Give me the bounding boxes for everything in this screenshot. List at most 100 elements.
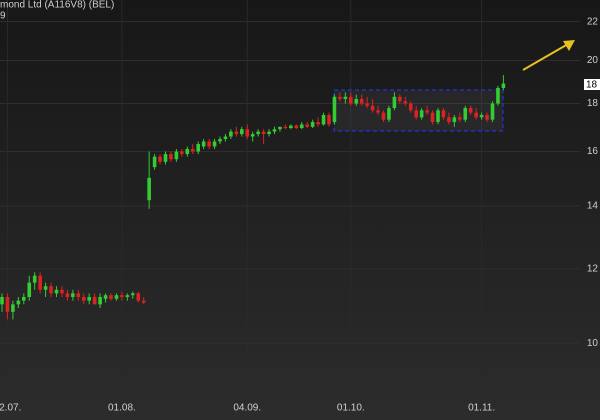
arrow-head [563,40,575,51]
candle-body [354,98,359,104]
candle-body [419,110,424,118]
candle-body [359,98,364,104]
candle-body [496,87,500,104]
candle-body [321,114,326,125]
candle-body [452,117,457,123]
candle-body [109,295,113,299]
candle-body [125,295,130,297]
candle-body [430,112,435,123]
candle-body [387,108,391,120]
candle-body [147,177,151,201]
candle-body [381,112,386,120]
y-tick-label: 18 [587,98,599,109]
candle-body [240,129,244,135]
y-tick-label: 22 [587,16,599,27]
candle-body [212,141,217,147]
candle-body [71,293,75,297]
candle-body [261,131,266,135]
candle-body [32,275,37,283]
candle-body [27,282,32,297]
x-tick-label: 02.07. [0,403,21,414]
trend-arrow [522,43,569,71]
candle-body [60,289,64,294]
candle-body [87,296,91,301]
candle-body [158,156,162,162]
candle-body [338,96,342,99]
candle-body [408,103,413,111]
candle-body [81,296,86,301]
range-box [333,89,504,132]
candle-body [190,148,195,152]
candle-body [436,110,440,123]
candle-body [310,122,315,127]
candle-body [234,131,239,135]
candle-body [16,300,21,305]
candle-body [327,114,331,125]
candle-body [196,143,200,152]
price-tag-label: 18 [586,80,598,91]
candle-body [38,275,42,290]
x-tick-label: 01.08. [108,403,136,414]
chart-title: mond Ltd (A116V8) (BEL) [0,0,114,11]
candle-body [22,296,26,301]
candle-body [250,134,255,137]
candle-body [169,154,173,160]
candle-body [223,136,228,139]
candle-body [136,293,141,301]
candle-body [180,151,184,155]
price-tag [584,79,600,90]
candle-body [114,295,119,299]
candle-body [141,300,146,303]
candle-body [65,293,70,297]
candle-body [343,96,348,99]
candle-body [218,138,222,142]
candle-body [365,103,369,106]
candle-body [152,156,157,168]
candle-body [349,96,353,104]
candle-body [289,125,293,129]
candle-body [316,122,320,125]
candle-body [92,296,97,305]
candle-body [256,131,260,135]
candle-body [163,154,168,162]
candle-body [76,293,81,297]
candle-body [414,110,418,118]
candle-body [120,295,124,297]
candle-body [370,105,375,111]
candle-body [283,126,288,129]
y-tick-label: 10 [587,338,599,349]
y-tick-label: 12 [587,263,599,274]
candle-body [490,103,495,120]
candle-body [11,304,15,312]
candle-body [441,110,446,118]
candle-body [207,141,211,147]
candle-body [458,117,462,120]
candle-body [49,286,53,294]
x-tick-label: 01.11. [468,403,495,414]
candle-body [201,141,206,147]
candle-body [403,101,408,104]
candle-body [376,110,380,113]
candle-body [294,125,299,129]
candle-body [0,296,4,305]
candle-body [468,108,473,113]
candle-body [98,296,102,305]
candle-body [5,296,10,312]
grid [0,0,580,400]
candle-body [272,129,277,132]
candle-body [447,117,451,123]
candle-body [463,108,468,120]
candle-body [332,96,337,123]
chart-subtitle: 9 [0,11,6,22]
candle-body [485,114,489,120]
candle-body [267,131,271,135]
y-tick-label: 16 [587,146,599,157]
candle-body [305,124,309,127]
candle-body [185,148,190,155]
candle-body [474,112,478,118]
candle-body [425,110,429,113]
candle-body [229,131,233,137]
